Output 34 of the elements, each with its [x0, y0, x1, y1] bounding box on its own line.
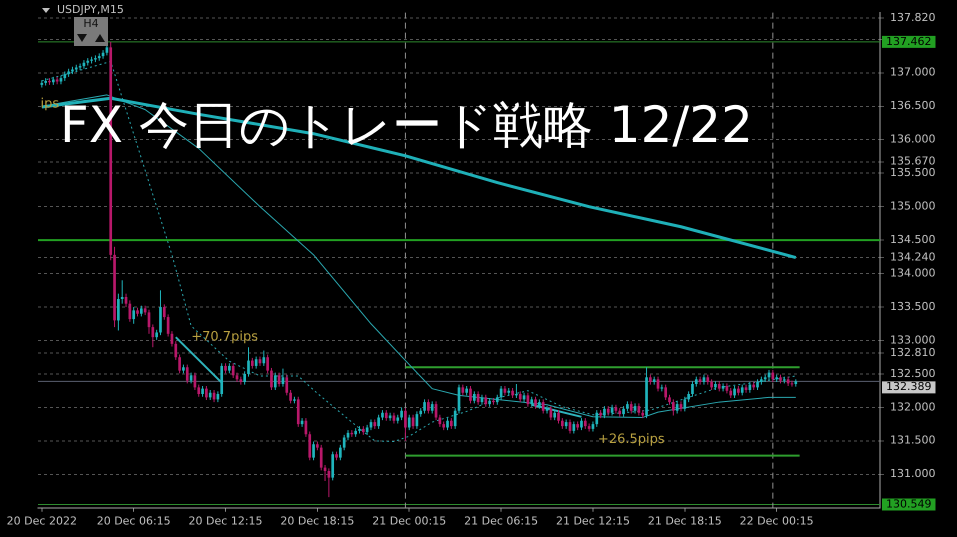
y-tick-label: 131.000 [890, 467, 936, 480]
y-tick-label: 135.000 [890, 200, 936, 213]
annotation: +70.7pips [191, 329, 258, 344]
y-tick-label: 136.500 [890, 99, 936, 112]
y-tick-label: 132.810 [890, 346, 936, 360]
y-tick-label: 135.500 [890, 166, 936, 180]
y-tick-label: 136.000 [890, 132, 936, 146]
ref-line-label: 130.549 [886, 497, 932, 510]
y-tick-label: 132.000 [890, 400, 936, 414]
y-tick-label: 137.820 [890, 10, 936, 24]
chart-subtitle: USDJPY,M15 [57, 3, 124, 16]
annotation: +26.5pips [598, 432, 665, 447]
y-tick-label: 133.500 [890, 300, 936, 313]
y-tick-label: 132.500 [890, 366, 936, 380]
y-tick-label: 137.000 [890, 66, 936, 79]
y-tick-label: 134.000 [890, 266, 936, 280]
x-tick-label: 22 Dec 00:15 [740, 514, 814, 528]
ref-line-label: 137.462 [886, 34, 932, 48]
x-tick-label: 20 Dec 06:15 [96, 514, 171, 528]
x-tick-label: 20 Dec 2022 [6, 514, 77, 528]
y-tick-label: 133.000 [890, 333, 936, 346]
timeframe-switch: H4 [74, 17, 108, 46]
x-tick-label: 20 Dec 18:15 [280, 514, 354, 528]
y-tick-label: 134.240 [890, 250, 936, 264]
y-tick-label: 134.500 [890, 232, 936, 246]
ref-line-label: 132.389 [886, 380, 932, 394]
annotation: H4 [82, 17, 100, 30]
x-tick-label: 21 Dec 00:15 [372, 514, 446, 528]
y-tick-label: 131.500 [890, 434, 936, 447]
x-tick-label: 20 Dec 12:15 [188, 514, 263, 528]
y-tick-label: 135.670 [890, 154, 936, 168]
x-tick-label: 21 Dec 12:15 [556, 514, 630, 528]
x-tick-label: 21 Dec 06:15 [464, 514, 538, 528]
x-tick-label: 21 Dec 18:15 [648, 514, 722, 528]
